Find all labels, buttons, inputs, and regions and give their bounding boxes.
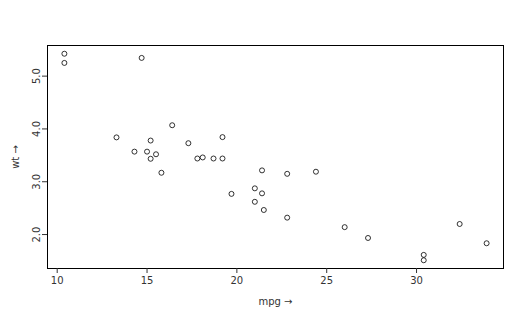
svg-text:10: 10 [51, 275, 64, 286]
svg-text:mpg →: mpg → [259, 296, 293, 307]
svg-text:30: 30 [410, 275, 423, 286]
svg-text:2.0: 2.0 [31, 227, 42, 243]
svg-text:wt →: wt → [10, 145, 21, 169]
svg-text:5.0: 5.0 [31, 68, 42, 84]
svg-text:25: 25 [320, 275, 333, 286]
svg-text:15: 15 [141, 275, 154, 286]
svg-text:3.0: 3.0 [31, 174, 42, 190]
svg-text:4.0: 4.0 [31, 121, 42, 137]
svg-text:20: 20 [231, 275, 244, 286]
